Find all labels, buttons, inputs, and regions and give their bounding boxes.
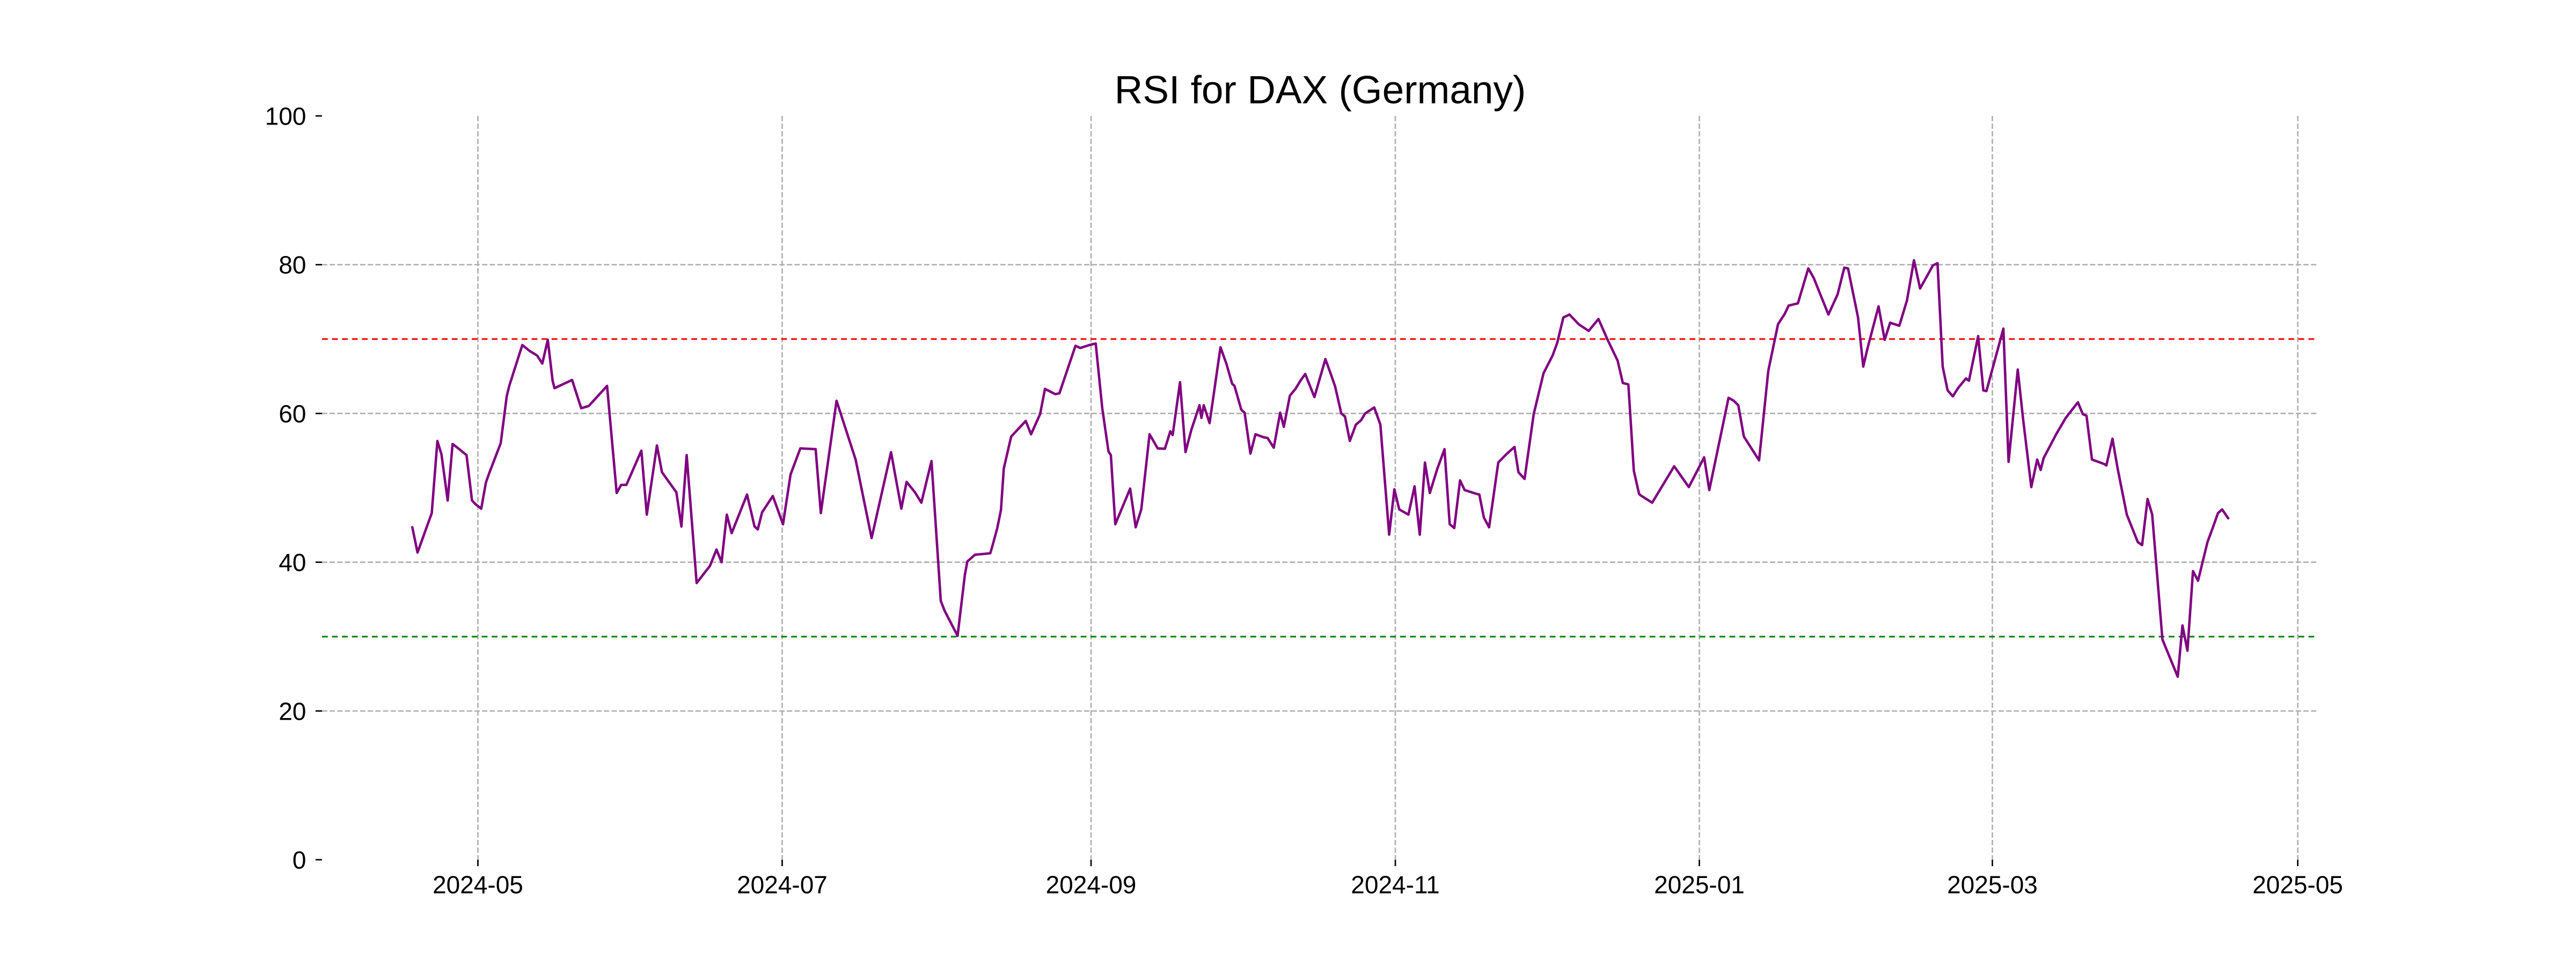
svg-text:2024-11: 2024-11 <box>1351 871 1439 899</box>
svg-text:2024-07: 2024-07 <box>737 871 828 899</box>
svg-text:60: 60 <box>279 400 306 428</box>
svg-text:80: 80 <box>279 251 306 279</box>
svg-text:20: 20 <box>279 697 306 725</box>
svg-text:40: 40 <box>279 548 306 576</box>
svg-text:2025-01: 2025-01 <box>1654 871 1745 899</box>
svg-text:2024-05: 2024-05 <box>433 871 523 899</box>
svg-text:100: 100 <box>265 103 306 130</box>
svg-text:RSI for DAX (Germany): RSI for DAX (Germany) <box>1115 68 1526 112</box>
svg-text:2025-05: 2025-05 <box>2252 871 2343 899</box>
svg-text:2024-09: 2024-09 <box>1046 871 1137 899</box>
svg-text:0: 0 <box>292 846 306 874</box>
svg-text:2025-03: 2025-03 <box>1947 871 2038 899</box>
